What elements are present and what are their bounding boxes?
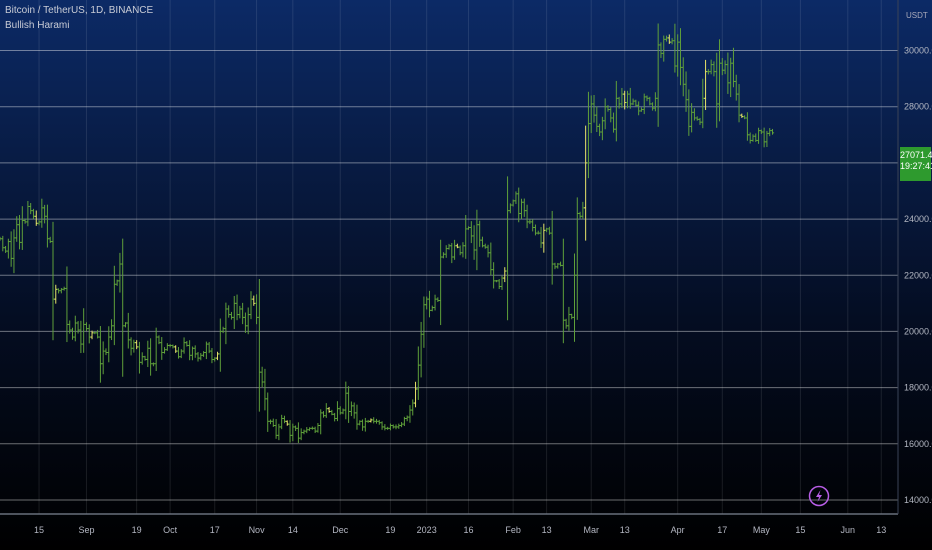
- x-tick-label: 16: [464, 525, 474, 535]
- bar-countdown: 19:27:41: [900, 161, 932, 171]
- x-tick-label: 2023: [417, 525, 437, 535]
- x-axis-ticks: 15 Sep 19 Oct 17 Nov 14 Dec 19 2023 16 Feb 13 Mar 13 Ap…: [34, 525, 886, 535]
- x-tick-label: Nov: [249, 525, 266, 535]
- x-tick-label: May: [753, 525, 771, 535]
- y-tick-label: 14000.00: [904, 495, 932, 505]
- y-tick-label: 20000.00: [904, 326, 932, 336]
- last-price-tag: 27071.41 19:27:41: [900, 147, 932, 181]
- flash-icon[interactable]: [808, 485, 830, 507]
- indicator-name[interactable]: Bullish Harami: [5, 20, 70, 31]
- chart-title: Bitcoin / TetherUS, 1D, BINANCE: [5, 5, 154, 16]
- x-tick-label: Sep: [78, 525, 94, 535]
- x-tick-label: 19: [132, 525, 142, 535]
- y-tick-label: 16000.00: [904, 439, 932, 449]
- y-tick-label: 30000.00: [904, 46, 932, 56]
- x-tick-label: 17: [210, 525, 220, 535]
- x-tick-label: Apr: [671, 525, 685, 535]
- x-tick-label: 13: [542, 525, 552, 535]
- x-tick-label: 17: [717, 525, 727, 535]
- bar-layer: [0, 23, 775, 443]
- last-price-value: 27071.41: [900, 150, 932, 160]
- grid-layer: [0, 0, 898, 514]
- x-tick-label: 19: [385, 525, 395, 535]
- x-tick-label: 14: [288, 525, 298, 535]
- x-tick-label: 13: [620, 525, 630, 535]
- y-tick-label: 18000.00: [904, 383, 932, 393]
- y-tick-label: 24000.00: [904, 214, 932, 224]
- x-tick-label: Feb: [505, 525, 521, 535]
- x-tick-label: Jun: [841, 525, 856, 535]
- y-tick-label: 28000.00: [904, 102, 932, 112]
- x-tick-label: 13: [876, 525, 886, 535]
- x-tick-label: 15: [795, 525, 805, 535]
- x-tick-label: Mar: [583, 525, 599, 535]
- x-tick-label: Dec: [332, 525, 349, 535]
- x-tick-label: 15: [34, 525, 44, 535]
- x-tick-label: Oct: [163, 525, 178, 535]
- y-tick-label: 22000.00: [904, 270, 932, 280]
- ohlc-bar: [770, 128, 775, 135]
- currency-label: USDT: [906, 11, 928, 20]
